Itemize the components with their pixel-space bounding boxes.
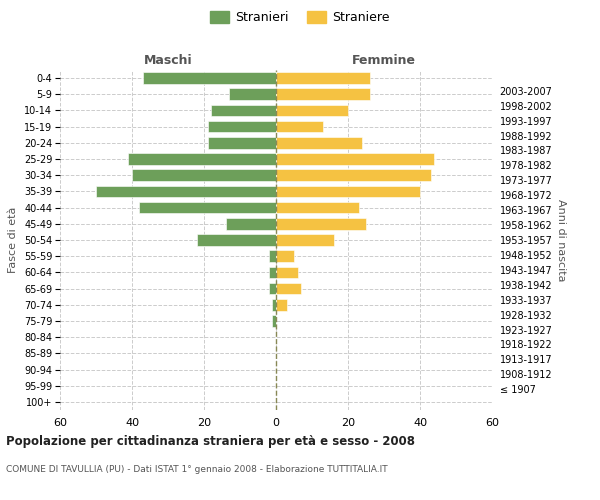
Bar (132, 170, 276, 181)
Bar (272, 299, 276, 310)
Bar (276, 104, 348, 117)
Y-axis label: Anni di nascita: Anni di nascita (556, 198, 566, 281)
Bar (276, 282, 301, 294)
Text: Maschi: Maschi (143, 54, 193, 68)
Bar (276, 153, 434, 165)
Text: COMUNE DI TAVULLIA (PU) - Dati ISTAT 1° gennaio 2008 - Elaborazione TUTTITALIA.I: COMUNE DI TAVULLIA (PU) - Dati ISTAT 1° … (6, 465, 388, 474)
Bar (229, 88, 276, 100)
Bar (276, 186, 420, 198)
Bar (276, 218, 366, 230)
Bar (276, 121, 323, 132)
Bar (208, 137, 276, 148)
Text: Popolazione per cittadinanza straniera per età e sesso - 2008: Popolazione per cittadinanza straniera p… (6, 435, 415, 448)
Y-axis label: Fasce di età: Fasce di età (8, 207, 19, 273)
Text: Femmine: Femmine (352, 54, 416, 68)
Bar (226, 218, 276, 230)
Bar (211, 104, 276, 117)
Bar (276, 266, 298, 278)
Legend: Stranieri, Straniere: Stranieri, Straniere (205, 6, 395, 29)
Bar (269, 250, 276, 262)
Bar (276, 88, 370, 100)
Bar (276, 202, 359, 213)
Bar (208, 121, 276, 132)
Bar (276, 137, 362, 148)
Bar (272, 315, 276, 327)
Bar (276, 72, 370, 84)
Bar (276, 170, 431, 181)
Bar (276, 299, 287, 310)
Bar (269, 282, 276, 294)
Bar (197, 234, 276, 246)
Bar (96, 186, 276, 198)
Bar (139, 202, 276, 213)
Bar (143, 72, 276, 84)
Bar (276, 234, 334, 246)
Bar (269, 266, 276, 278)
Bar (128, 153, 276, 165)
Bar (276, 250, 294, 262)
